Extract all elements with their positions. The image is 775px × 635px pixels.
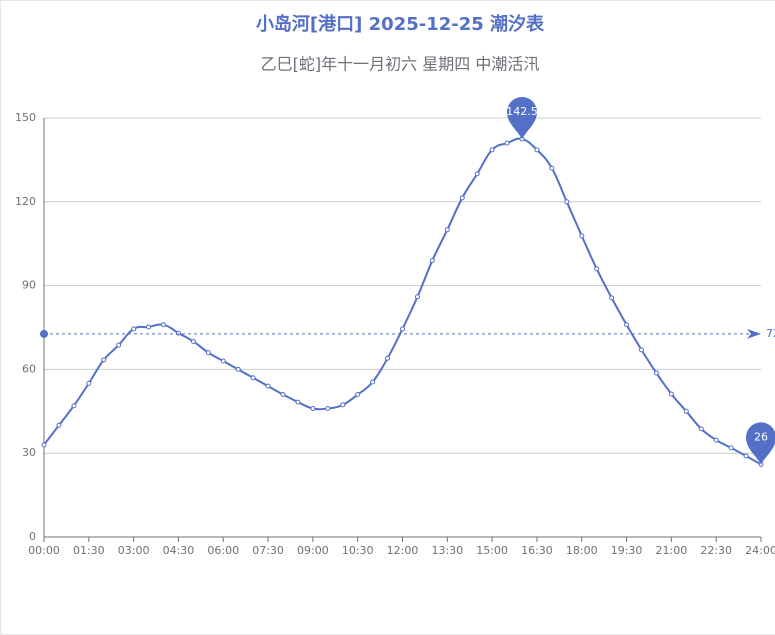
data-point xyxy=(131,326,137,332)
average-start xyxy=(40,329,48,338)
data-point xyxy=(41,442,47,448)
x-tick-label: 12:00 xyxy=(387,544,419,557)
data-point xyxy=(668,391,674,397)
data-point xyxy=(265,383,271,389)
data-point xyxy=(683,408,689,414)
x-tick-label: 04:30 xyxy=(163,544,195,557)
data-point xyxy=(280,392,286,398)
data-point xyxy=(594,266,600,272)
data-point xyxy=(504,140,510,146)
data-point xyxy=(370,379,376,385)
x-tick-label: 13:30 xyxy=(431,544,463,557)
data-point xyxy=(534,147,540,153)
x-tick-label: 09:00 xyxy=(297,544,329,557)
x-tick-label: 19:30 xyxy=(611,544,643,557)
data-point xyxy=(400,326,405,332)
data-point xyxy=(86,380,92,386)
y-tick-label: 60 xyxy=(22,362,36,375)
data-point xyxy=(175,330,181,336)
data-point xyxy=(295,399,301,405)
y-tick-label: 120 xyxy=(15,195,36,208)
data-point xyxy=(325,406,331,412)
data-point xyxy=(474,171,480,177)
data-point xyxy=(310,406,316,412)
y-tick-label: 30 xyxy=(22,446,36,459)
data-point xyxy=(116,342,122,348)
data-point xyxy=(190,338,196,344)
x-tick-label: 21:00 xyxy=(656,544,688,557)
data-point xyxy=(624,322,630,328)
mark-pin xyxy=(746,422,775,465)
x-tick-label: 01:30 xyxy=(73,544,105,557)
data-point xyxy=(205,350,211,356)
data-point xyxy=(459,195,465,201)
x-tick-label: 24:00 xyxy=(745,544,775,557)
x-tick-label: 22:30 xyxy=(700,544,732,557)
x-tick-label: 00:00 xyxy=(28,544,60,557)
data-point xyxy=(444,227,450,233)
data-point xyxy=(340,402,346,408)
data-point xyxy=(653,370,659,376)
data-point xyxy=(489,147,495,153)
data-point xyxy=(146,324,152,330)
mark-pin-label: 26 xyxy=(754,430,768,443)
x-tick-label: 06:00 xyxy=(207,544,239,557)
mark-pin xyxy=(507,96,537,139)
data-point xyxy=(609,295,615,301)
data-point xyxy=(743,453,749,459)
x-tick-label: 15:00 xyxy=(476,544,508,557)
data-point xyxy=(56,422,62,428)
data-point xyxy=(235,366,241,372)
tide-line xyxy=(43,137,762,466)
data-point xyxy=(250,375,256,381)
data-point xyxy=(355,392,361,398)
data-point xyxy=(579,233,585,239)
data-point xyxy=(549,165,555,171)
data-point xyxy=(564,199,570,205)
average-arrow xyxy=(747,328,761,339)
data-point xyxy=(101,357,107,363)
x-tick-label: 18:00 xyxy=(566,544,598,557)
data-point xyxy=(385,355,391,361)
data-point xyxy=(220,358,226,364)
data-point xyxy=(639,347,644,353)
data-point xyxy=(728,445,734,451)
x-tick-label: 03:00 xyxy=(118,544,150,557)
data-point xyxy=(414,294,420,300)
chart-subtitle: 乙巳[蛇]年十一月初六 星期四 中潮活汛 xyxy=(261,55,540,74)
data-point xyxy=(161,322,166,328)
data-point xyxy=(429,257,435,263)
x-tick-label: 10:30 xyxy=(342,544,374,557)
y-tick-label: 90 xyxy=(22,279,36,292)
chart-title: 小岛河[港口] 2025-12-25 潮汐表 xyxy=(256,13,545,35)
data-point xyxy=(71,403,77,409)
y-tick-label: 0 xyxy=(29,530,36,543)
x-tick-label: 16:30 xyxy=(521,544,553,557)
x-tick-label: 07:30 xyxy=(252,544,284,557)
data-point xyxy=(698,426,704,432)
data-point xyxy=(713,437,719,443)
y-tick-label: 150 xyxy=(15,111,36,124)
average-label: 72.7 xyxy=(766,327,775,340)
mark-pin-label: 142.5 xyxy=(506,105,538,118)
